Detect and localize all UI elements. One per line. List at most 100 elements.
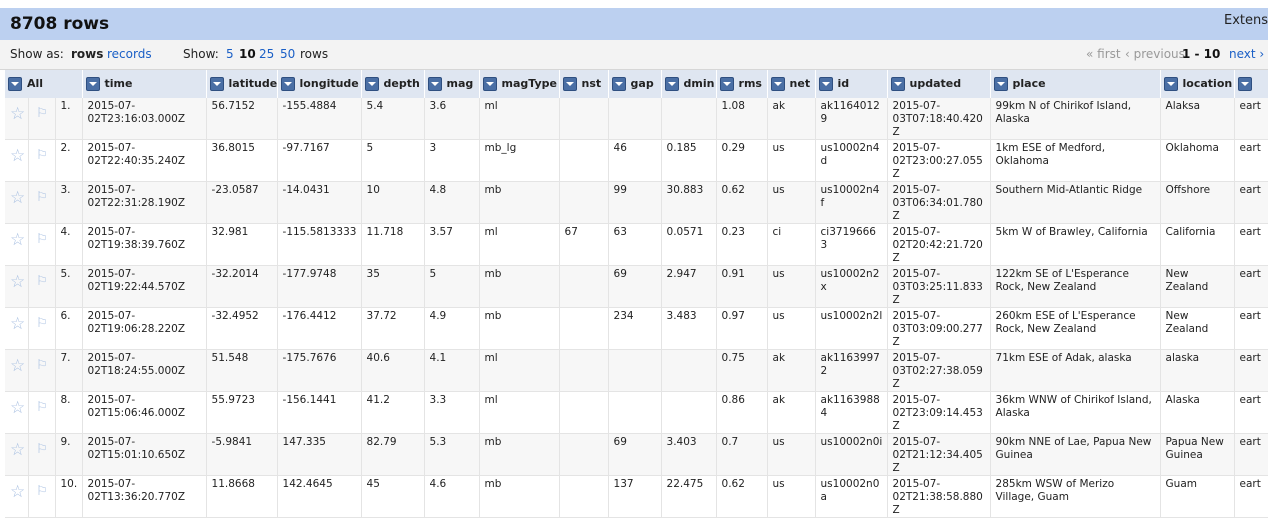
column-header-extra[interactable] xyxy=(1234,70,1268,98)
dropdown-arrow-icon[interactable] xyxy=(280,77,295,91)
table-row[interactable]: ☆ ⚐ 8. 2015-07-02T15:06:46.000Z 55.9723 -156.… xyxy=(5,391,1268,434)
star-cell: ☆ xyxy=(5,349,29,392)
flag-icon[interactable]: ⚐ xyxy=(36,400,48,415)
column-header-time[interactable]: time xyxy=(82,70,207,98)
show-as-rows-option[interactable]: rows xyxy=(71,47,104,61)
table-row[interactable]: ☆ ⚐ 6. 2015-07-02T19:06:28.220Z -32.4952 -176… xyxy=(5,307,1268,350)
column-header-updated[interactable]: updated xyxy=(887,70,991,98)
star-icon[interactable]: ☆ xyxy=(10,188,26,208)
column-header-gap[interactable]: gap xyxy=(608,70,662,98)
dropdown-arrow-icon[interactable] xyxy=(611,77,626,91)
column-header-all[interactable]: All xyxy=(5,70,83,98)
cell-gap: 69 xyxy=(608,265,662,308)
table-row[interactable]: ☆ ⚐ 5. 2015-07-02T19:22:44.570Z -32.2014 -177… xyxy=(5,265,1268,308)
star-icon[interactable]: ☆ xyxy=(10,398,26,418)
star-icon[interactable]: ☆ xyxy=(10,146,26,166)
show-as-records-link[interactable]: records xyxy=(107,47,152,61)
column-header-mag[interactable]: mag xyxy=(424,70,480,98)
cell-rms: 0.91 xyxy=(716,265,768,308)
table-row[interactable]: ☆ ⚐ 7. 2015-07-02T18:24:55.000Z 51.548 -175.7… xyxy=(5,349,1268,392)
flag-icon[interactable]: ⚐ xyxy=(36,442,48,457)
data-grid: All time latitude longitude depth mag ma… xyxy=(5,70,1268,518)
cell-id: ak11639972 xyxy=(815,349,888,392)
first-page-link[interactable]: « first xyxy=(1086,47,1121,61)
dropdown-arrow-icon[interactable] xyxy=(890,77,905,91)
star-icon[interactable]: ☆ xyxy=(10,440,26,460)
previous-page-link[interactable]: ‹ previous xyxy=(1125,47,1185,61)
page-size-25-link[interactable]: 25 xyxy=(259,47,275,61)
column-header-rms[interactable]: rms xyxy=(716,70,768,98)
column-header-net[interactable]: net xyxy=(767,70,816,98)
cell-updated: 2015-07-02T21:38:58.880Z xyxy=(887,475,991,518)
cell-gap: 234 xyxy=(608,307,662,350)
column-header-location[interactable]: location xyxy=(1160,70,1235,98)
flag-icon[interactable]: ⚐ xyxy=(36,316,48,331)
row-number-cell: 4. xyxy=(55,223,83,266)
dropdown-arrow-icon[interactable] xyxy=(364,77,379,91)
flag-cell: ⚐ xyxy=(28,475,56,518)
flag-icon[interactable]: ⚐ xyxy=(36,358,48,373)
column-header-place[interactable]: place xyxy=(990,70,1161,98)
cell-dmin xyxy=(661,349,717,392)
dropdown-arrow-icon[interactable] xyxy=(209,77,224,91)
star-icon[interactable]: ☆ xyxy=(10,482,26,502)
page-size-5-link[interactable]: 5 xyxy=(226,47,234,61)
dropdown-arrow-icon[interactable] xyxy=(85,77,100,91)
flag-icon[interactable]: ⚐ xyxy=(36,148,48,163)
cell-time: 2015-07-02T15:01:10.650Z xyxy=(82,433,207,476)
page-size-50-link[interactable]: 50 xyxy=(280,47,296,61)
column-header-longitude[interactable]: longitude xyxy=(277,70,362,98)
cell-id: us10002n0a xyxy=(815,475,888,518)
table-row[interactable]: ☆ ⚐ 1. 2015-07-02T23:16:03.000Z 56.7152 -155.… xyxy=(5,98,1268,140)
cell-rms: 0.62 xyxy=(716,181,768,224)
column-header-nst[interactable]: nst xyxy=(559,70,609,98)
table-row[interactable]: ☆ ⚐ 4. 2015-07-02T19:38:39.760Z 32.981 -115.5… xyxy=(5,223,1268,266)
cell-time: 2015-07-02T19:22:44.570Z xyxy=(82,265,207,308)
cell-location: Alaksa xyxy=(1160,98,1235,140)
table-row[interactable]: ☆ ⚐ 9. 2015-07-02T15:01:10.650Z -5.9841 147.3… xyxy=(5,433,1268,476)
cell-location: Offshore xyxy=(1160,181,1235,224)
table-row[interactable]: ☆ ⚐ 10. 2015-07-02T13:36:20.770Z 11.8668 142.… xyxy=(5,475,1268,518)
row-number-cell: 10. xyxy=(55,475,83,518)
dropdown-arrow-icon[interactable] xyxy=(719,77,734,91)
table-row[interactable]: ☆ ⚐ 2. 2015-07-02T22:40:35.240Z 36.8015 -97.7… xyxy=(5,139,1268,182)
star-cell: ☆ xyxy=(5,391,29,434)
cell-extra: eart xyxy=(1234,475,1268,518)
flag-cell: ⚐ xyxy=(28,433,56,476)
dropdown-arrow-icon[interactable] xyxy=(1237,77,1252,91)
star-icon[interactable]: ☆ xyxy=(10,230,26,250)
column-header-dmin[interactable]: dmin xyxy=(661,70,717,98)
dropdown-arrow-icon[interactable] xyxy=(1163,77,1178,91)
page-size-10-selected[interactable]: 10 xyxy=(239,47,256,61)
flag-icon[interactable]: ⚐ xyxy=(36,484,48,499)
star-icon[interactable]: ☆ xyxy=(10,356,26,376)
flag-icon[interactable]: ⚐ xyxy=(36,190,48,205)
cell-extra: eart xyxy=(1234,98,1268,140)
column-header-latitude[interactable]: latitude xyxy=(206,70,278,98)
table-row[interactable]: ☆ ⚐ 3. 2015-07-02T22:31:28.190Z -23.0587 -14.… xyxy=(5,181,1268,224)
dropdown-arrow-icon[interactable] xyxy=(427,77,442,91)
dropdown-arrow-icon[interactable] xyxy=(664,77,679,91)
dropdown-arrow-icon[interactable] xyxy=(993,77,1008,91)
star-icon[interactable]: ☆ xyxy=(10,314,26,334)
cell-time: 2015-07-02T18:24:55.000Z xyxy=(82,349,207,392)
flag-icon[interactable]: ⚐ xyxy=(36,232,48,247)
cell-time: 2015-07-02T19:38:39.760Z xyxy=(82,223,207,266)
star-icon[interactable]: ☆ xyxy=(10,104,26,124)
extensions-menu[interactable]: Extens xyxy=(1223,13,1268,28)
dropdown-arrow-icon[interactable] xyxy=(770,77,785,91)
column-header-id[interactable]: id xyxy=(815,70,888,98)
dropdown-arrow-icon[interactable] xyxy=(482,77,497,91)
next-page-link[interactable]: next › xyxy=(1229,47,1265,61)
flag-icon[interactable]: ⚐ xyxy=(36,274,48,289)
dropdown-arrow-icon[interactable] xyxy=(8,77,22,91)
column-header-magtype[interactable]: magType xyxy=(479,70,560,98)
star-icon[interactable]: ☆ xyxy=(10,272,26,292)
column-header-depth[interactable]: depth xyxy=(361,70,425,98)
cell-net: ci xyxy=(767,223,816,266)
dropdown-arrow-icon[interactable] xyxy=(562,77,577,91)
flag-cell: ⚐ xyxy=(28,307,56,350)
flag-cell: ⚐ xyxy=(28,391,56,434)
flag-icon[interactable]: ⚐ xyxy=(36,106,48,121)
dropdown-arrow-icon[interactable] xyxy=(818,77,833,91)
